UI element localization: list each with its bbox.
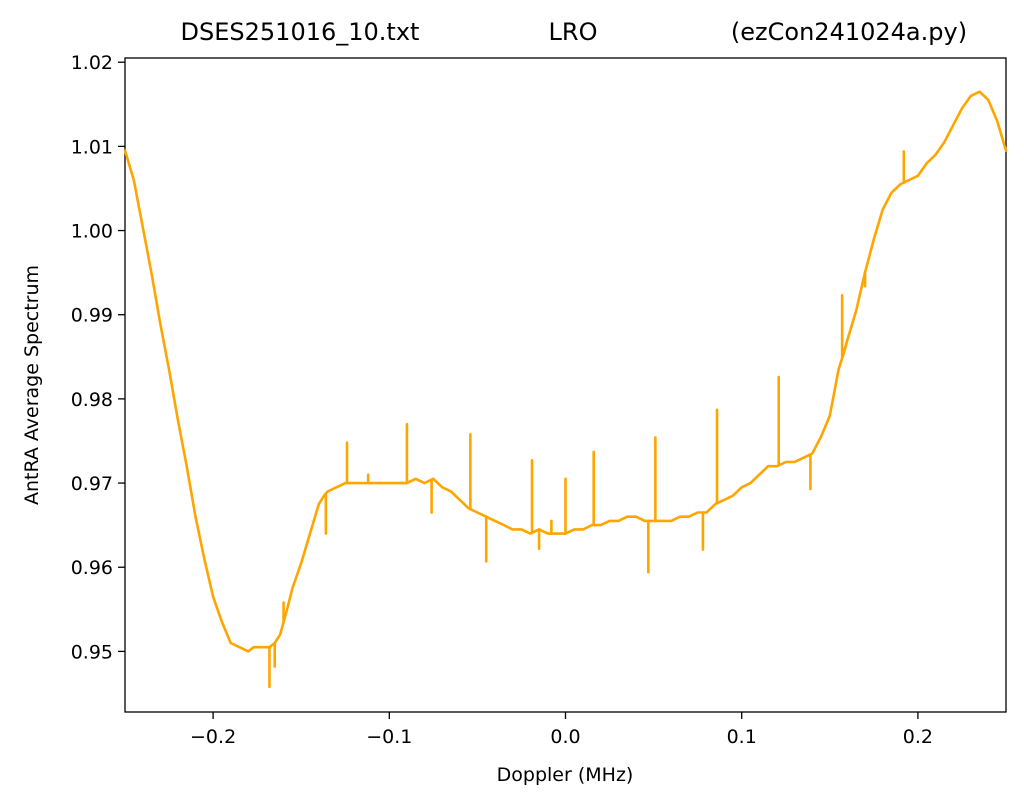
- x-tick-label: 0.1: [727, 726, 757, 748]
- y-tick-label: 0.95: [71, 641, 113, 663]
- title-left: DSES251016_10.txt: [181, 18, 420, 46]
- spike-layer: [268, 150, 906, 689]
- data-layer: [123, 90, 1008, 653]
- x-tick-label: −0.1: [366, 726, 412, 748]
- plot-frame: [124, 57, 1007, 713]
- y-axis: 0.95 0.96 0.97 0.98 0.99 1.00 1.01 1.02: [71, 52, 125, 663]
- x-tick-label: 0.2: [903, 726, 933, 748]
- series-line: [123, 90, 1008, 653]
- y-tick-label: 0.97: [71, 473, 113, 495]
- y-tick-label: 0.99: [71, 305, 113, 327]
- y-tick-label: 1.01: [71, 136, 113, 158]
- title-center: LRO: [549, 18, 598, 46]
- x-axis: −0.2 −0.1 0.0 0.1 0.2: [190, 712, 933, 748]
- y-tick-label: 0.96: [71, 557, 113, 579]
- x-tick-label: −0.2: [190, 726, 236, 748]
- y-tick-label: 1.00: [71, 221, 113, 243]
- y-tick-label: 1.02: [71, 52, 113, 74]
- y-tick-label: 0.98: [71, 389, 113, 411]
- x-tick-label: 0.0: [550, 726, 580, 748]
- title-right: (ezCon241024a.py): [731, 18, 967, 46]
- x-axis-label: Doppler (MHz): [497, 764, 634, 786]
- y-axis-label: AntRA Average Spectrum: [21, 265, 43, 505]
